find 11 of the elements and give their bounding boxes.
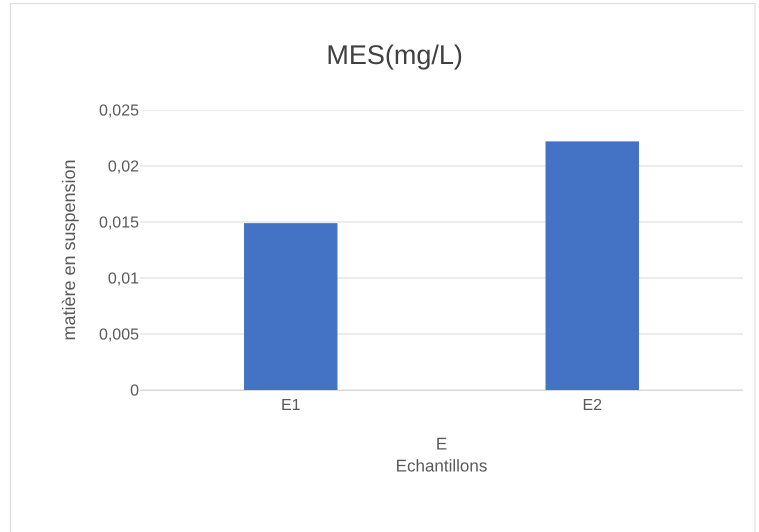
y-tick-label: 0,01 [108, 270, 140, 288]
y-tick-label: 0,025 [98, 102, 140, 120]
y-axis-title: matière en suspension [59, 159, 80, 341]
y-tick-label: 0,02 [108, 158, 140, 176]
x-tick-label: E2 [582, 397, 602, 414]
y-tick-label: 0,015 [98, 214, 140, 232]
chart-title: MES(mg/L) [326, 40, 463, 70]
x-tick-label: E1 [280, 397, 301, 414]
x-axis-title: E Echantillons [396, 434, 488, 476]
y-tick-label: 0 [130, 382, 140, 400]
y-tick-label: 0,005 [98, 326, 140, 344]
